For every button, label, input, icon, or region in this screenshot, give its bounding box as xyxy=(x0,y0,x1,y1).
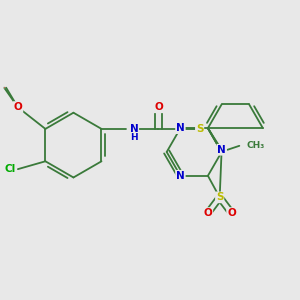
Text: N: N xyxy=(217,145,226,155)
Text: N: N xyxy=(130,124,138,134)
Text: Cl: Cl xyxy=(4,164,16,174)
Text: N: N xyxy=(176,123,185,133)
Text: O: O xyxy=(227,208,236,218)
Text: S: S xyxy=(196,124,203,134)
Text: O: O xyxy=(203,208,212,218)
Text: S: S xyxy=(216,192,224,203)
Text: O: O xyxy=(154,102,163,112)
Text: N: N xyxy=(176,171,185,181)
Text: O: O xyxy=(4,87,5,88)
Text: O: O xyxy=(14,102,22,112)
Text: H: H xyxy=(130,133,138,142)
Text: O: O xyxy=(14,102,22,112)
Text: CH₃: CH₃ xyxy=(246,141,264,150)
